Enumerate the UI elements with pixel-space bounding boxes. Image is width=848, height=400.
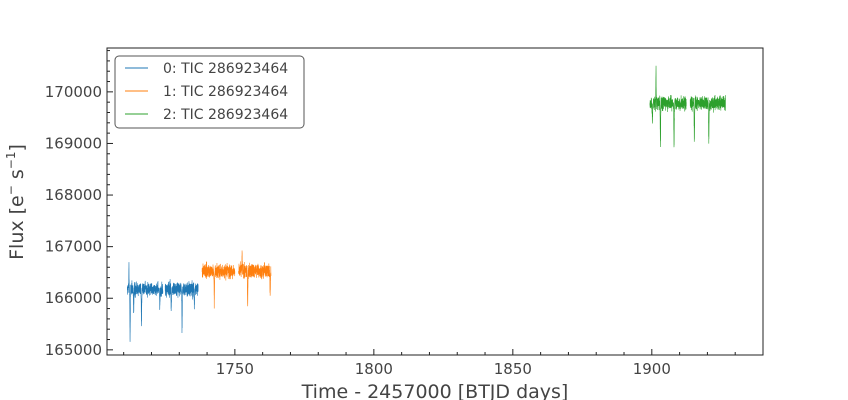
y-axis-label-sup2: −1 <box>4 152 18 170</box>
series-1-line <box>201 261 236 309</box>
series-2-line <box>649 65 687 148</box>
y-tick-label: 168000 <box>45 186 102 204</box>
series-0-line <box>126 262 164 342</box>
x-tick-label: 1800 <box>355 360 393 378</box>
y-axis-label-sup1: − <box>4 185 18 195</box>
y-tick-label: 166000 <box>45 289 102 307</box>
series-2-line <box>689 95 726 144</box>
y-tick-label: 165000 <box>45 341 102 359</box>
y-tick-label: 170000 <box>45 83 102 101</box>
legend: 0: TIC 286923464 1: TIC 286923464 2: TIC… <box>114 55 305 129</box>
series-layer <box>126 65 726 342</box>
series-0-line <box>164 279 199 333</box>
y-tick-label: 167000 <box>45 238 102 256</box>
x-tick-label: 1850 <box>494 360 532 378</box>
series-1-line <box>238 250 272 307</box>
legend-label-series-2: 2: TIC 286923464 <box>163 107 288 123</box>
y-axis-label: Flux [e− s−1] <box>4 144 28 260</box>
legend-box <box>114 55 305 129</box>
y-tick-label: 169000 <box>45 134 102 152</box>
x-tick-label: 1750 <box>216 360 254 378</box>
legend-label-series-1: 1: TIC 286923464 <box>163 84 288 100</box>
ticks-layer: 1750 1800 1850 1900 165000 166000 167000 168000… <box>45 50 764 378</box>
plot-frame <box>106 47 764 356</box>
x-axis-label: Time - 2457000 [BTJD days] <box>301 381 569 400</box>
legend-label-series-0: 0: TIC 286923464 <box>163 61 288 77</box>
x-tick-label: 1900 <box>633 360 671 378</box>
